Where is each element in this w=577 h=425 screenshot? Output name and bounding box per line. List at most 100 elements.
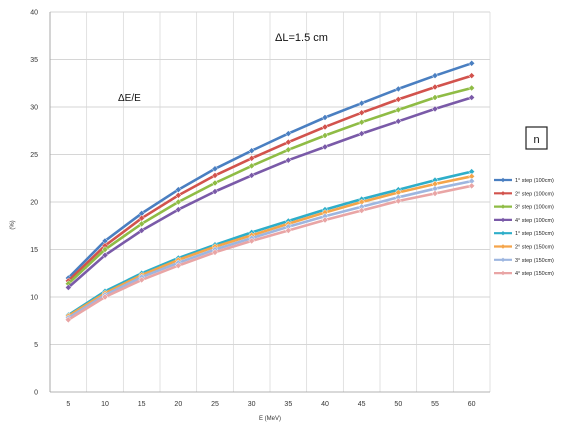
data-point	[284, 156, 292, 164]
data-point	[394, 96, 402, 103]
data-point	[284, 138, 292, 146]
legend-label: 4° step (150cm)	[515, 271, 554, 277]
data-point	[321, 143, 329, 151]
data-point	[211, 179, 219, 187]
data-point	[468, 94, 476, 101]
x-tick-label: 35	[284, 401, 292, 408]
series-group	[64, 84, 476, 288]
legend-title-box	[525, 126, 548, 150]
data-point	[248, 147, 256, 155]
series-line	[67, 96, 474, 289]
data-point	[211, 248, 219, 256]
axes	[49, 12, 490, 393]
y-tick-label: 25	[30, 152, 38, 159]
legend-title: n	[533, 134, 539, 146]
series-group	[64, 72, 476, 285]
data-point	[431, 190, 439, 197]
y-axis-title: (%)	[10, 220, 16, 229]
legend-marker	[500, 231, 506, 236]
series-line	[67, 184, 474, 322]
data-point	[211, 165, 219, 173]
legend-marker	[500, 204, 506, 209]
data-point	[248, 237, 256, 245]
data-point	[468, 59, 476, 67]
legend-label: 1° step (150cm)	[515, 231, 554, 237]
data-point	[64, 284, 72, 291]
data-point	[321, 216, 329, 224]
data-point	[174, 262, 182, 270]
legend-label: 2° step (100cm)	[515, 191, 554, 197]
legend-marker	[500, 217, 506, 223]
series-line	[67, 61, 474, 280]
data-point	[284, 146, 292, 154]
data-point	[211, 188, 219, 195]
x-tick-label: 10	[101, 401, 109, 408]
legend-marker	[500, 244, 506, 249]
series-group	[64, 182, 476, 324]
x-tick-label: 25	[211, 401, 219, 408]
data-point	[138, 220, 146, 228]
data-point	[174, 198, 182, 206]
y-tick-labels: 0 5 10 15 20 25 30 35 40	[30, 10, 38, 397]
data-point	[468, 84, 476, 92]
legend-marker	[500, 270, 506, 276]
data-point	[358, 118, 366, 126]
y-tick-label: 20	[30, 200, 38, 207]
y-tick-label: 30	[30, 105, 38, 112]
data-point	[394, 117, 402, 125]
legend-label: 4° step (100cm)	[515, 218, 554, 224]
legend-label: 2° step (150cm)	[515, 245, 554, 251]
x-tick-labels: 5 10 15 20 25 30 35 40 45 50 55 60	[66, 401, 475, 408]
x-tick-label: 45	[358, 401, 366, 408]
series-line	[67, 179, 474, 320]
data-point	[468, 182, 476, 190]
x-axis-title: E (MeV)	[259, 416, 281, 422]
data-point	[394, 106, 402, 114]
x-tick-label: 30	[248, 401, 256, 408]
y-tick-label: 40	[30, 10, 38, 17]
data-point	[321, 114, 329, 121]
annotation-delta-l: ΔL=1.5 cm	[275, 32, 328, 44]
series-group	[64, 94, 476, 291]
y-tick-label: 10	[30, 295, 38, 302]
x-tick-label: 50	[394, 401, 402, 408]
x-tick-label: 20	[174, 401, 182, 408]
data-point	[174, 191, 182, 199]
legend-marker	[500, 177, 506, 183]
x-tick-label: 60	[468, 401, 476, 408]
legend-marker	[500, 191, 506, 196]
data-point	[321, 123, 329, 131]
legend-items: 1° step (100cm) 2° step (100cm) 3° step (1…	[494, 177, 554, 277]
x-tick-label: 55	[431, 401, 439, 408]
x-tick-label: 15	[138, 401, 146, 408]
legend-label: 1° step (100cm)	[515, 178, 554, 184]
data-point	[431, 94, 439, 101]
y-tick-label: 5	[34, 342, 38, 349]
x-tick-label: 5	[66, 401, 70, 408]
data-point	[321, 132, 329, 139]
data-point	[138, 276, 146, 284]
y-tick-label: 35	[30, 57, 38, 64]
y-tick-label: 0	[34, 390, 38, 397]
data-point	[358, 207, 366, 214]
data-point	[101, 293, 109, 301]
data-point	[138, 227, 146, 234]
series-line	[67, 175, 474, 318]
series-line	[67, 170, 474, 317]
data-point	[431, 83, 439, 91]
legend-marker	[500, 257, 506, 262]
series-line	[67, 86, 474, 286]
data-point	[468, 72, 476, 80]
data-point	[64, 316, 72, 324]
data-point	[431, 72, 439, 80]
series-lines	[64, 59, 476, 324]
data-point	[248, 162, 256, 170]
x-tick-label: 40	[321, 401, 329, 408]
legend: n 1° step (100cm) 2° step (100cm) 3° step …	[494, 126, 554, 277]
series-line	[67, 74, 474, 283]
data-point	[394, 85, 402, 93]
data-point	[284, 227, 292, 234]
data-point	[248, 172, 256, 179]
data-point	[358, 109, 366, 117]
